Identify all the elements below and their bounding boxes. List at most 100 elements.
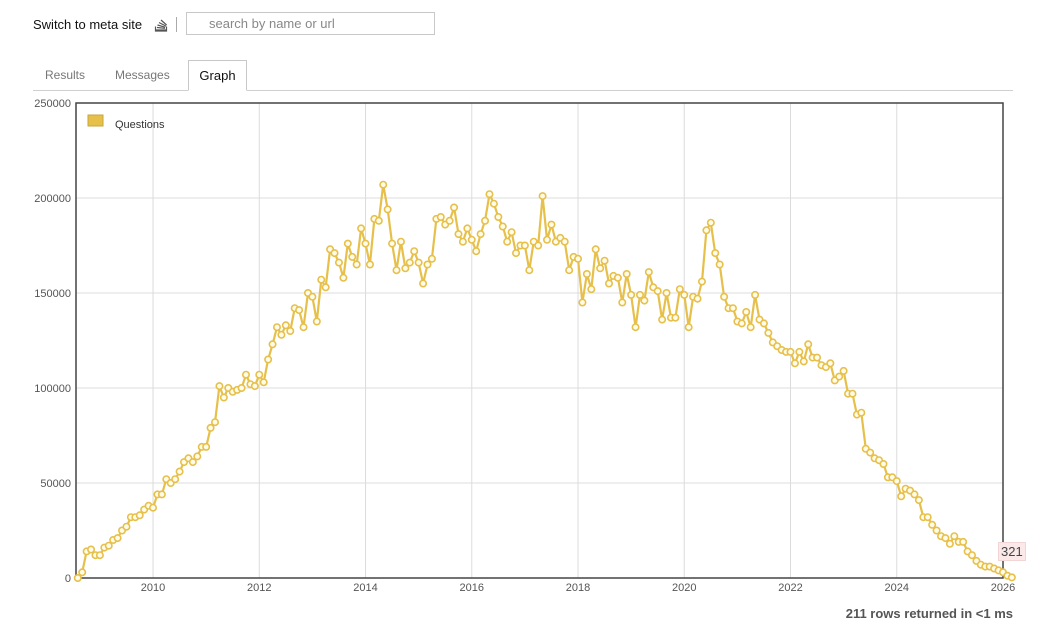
search-input[interactable] (186, 12, 435, 35)
data-point (268, 340, 277, 349)
data-point (613, 273, 622, 282)
data-point (202, 442, 211, 451)
data-point (352, 260, 361, 269)
data-point (193, 452, 202, 461)
data-point (472, 247, 481, 256)
data-point (255, 370, 264, 379)
data-point (423, 260, 432, 269)
data-point (910, 490, 919, 499)
data-point (498, 222, 507, 231)
data-point (175, 467, 184, 476)
y-tick-label: 100000 (34, 383, 71, 395)
x-tick-label: 2016 (460, 582, 484, 594)
data-point (534, 241, 543, 250)
data-point (622, 270, 631, 279)
data-point (658, 315, 667, 324)
data-point (272, 323, 281, 332)
data-point (804, 340, 813, 349)
data-point (560, 237, 569, 246)
x-tick-label: 2012 (247, 582, 271, 594)
data-point (357, 224, 366, 233)
data-point (458, 237, 467, 246)
data-point (343, 239, 352, 248)
data-point (574, 254, 583, 263)
data-point (237, 383, 246, 392)
data-point (219, 393, 228, 402)
data-point (759, 319, 768, 328)
data-point (715, 260, 724, 269)
data-point (697, 277, 706, 286)
data-point (790, 359, 799, 368)
data-point (764, 328, 773, 337)
questions-chart: 2010 2012 2014 2016 2018 2020 2022 2024 2026 0 500… (34, 98, 1016, 594)
data-point (879, 459, 888, 468)
data-point (839, 366, 848, 375)
data-point (959, 537, 968, 546)
data-point (711, 249, 720, 258)
data-point (923, 513, 932, 522)
data-point (286, 327, 295, 336)
data-point (241, 370, 250, 379)
data-point (388, 239, 397, 248)
data-point (737, 319, 746, 328)
data-point (968, 551, 977, 560)
y-tick-label: 250000 (34, 98, 71, 110)
switch-to-meta-link[interactable]: Switch to meta site (33, 16, 143, 32)
data-point (481, 216, 490, 225)
data-point (618, 298, 627, 307)
data-point (414, 258, 423, 267)
data-point (928, 520, 937, 529)
data-point (467, 235, 476, 244)
data-point (582, 270, 591, 279)
header-bar: Switch to meta site (33, 12, 178, 36)
data-point (95, 551, 104, 560)
data-point (578, 298, 587, 307)
data-point (259, 378, 268, 387)
data-point (605, 279, 614, 288)
data-point (330, 249, 339, 258)
data-point (321, 283, 330, 292)
stack-exchange-icon[interactable] (154, 16, 168, 32)
x-tick-label: 2024 (885, 582, 909, 594)
x-tick-label: 2020 (672, 582, 696, 594)
data-point (149, 503, 158, 512)
data-point (348, 252, 357, 261)
data-point (848, 389, 857, 398)
data-point (914, 496, 923, 505)
data-point (392, 266, 401, 275)
x-tick-label: 2018 (566, 582, 590, 594)
data-point (547, 220, 556, 229)
data-point (374, 216, 383, 225)
data-point (379, 180, 388, 189)
data-point (795, 347, 804, 356)
plot-frame (75, 102, 1004, 579)
data-point (684, 323, 693, 332)
data-point (813, 353, 822, 362)
data-point (866, 448, 875, 457)
legend-label: Questions (115, 119, 165, 131)
data-point (157, 490, 166, 499)
data-point (299, 323, 308, 332)
tab-results[interactable]: Results (45, 68, 86, 82)
data-point (675, 285, 684, 294)
data-point (799, 357, 808, 366)
data-point (627, 290, 636, 299)
data-point (396, 237, 405, 246)
data-point (746, 323, 755, 332)
data-point (450, 203, 459, 212)
data-point (454, 230, 463, 239)
data-point (693, 294, 702, 303)
data-point (410, 247, 419, 256)
data-point (277, 330, 286, 339)
data-point (941, 534, 950, 543)
data-point (538, 192, 547, 201)
data-point (503, 237, 512, 246)
data-point (463, 224, 472, 233)
data-point (206, 423, 215, 432)
tab-graph[interactable]: Graph (188, 60, 247, 91)
tab-messages[interactable]: Messages (115, 68, 170, 82)
data-point (104, 541, 113, 550)
data-point (87, 545, 96, 554)
data-point (215, 382, 224, 391)
data-point (892, 477, 901, 486)
